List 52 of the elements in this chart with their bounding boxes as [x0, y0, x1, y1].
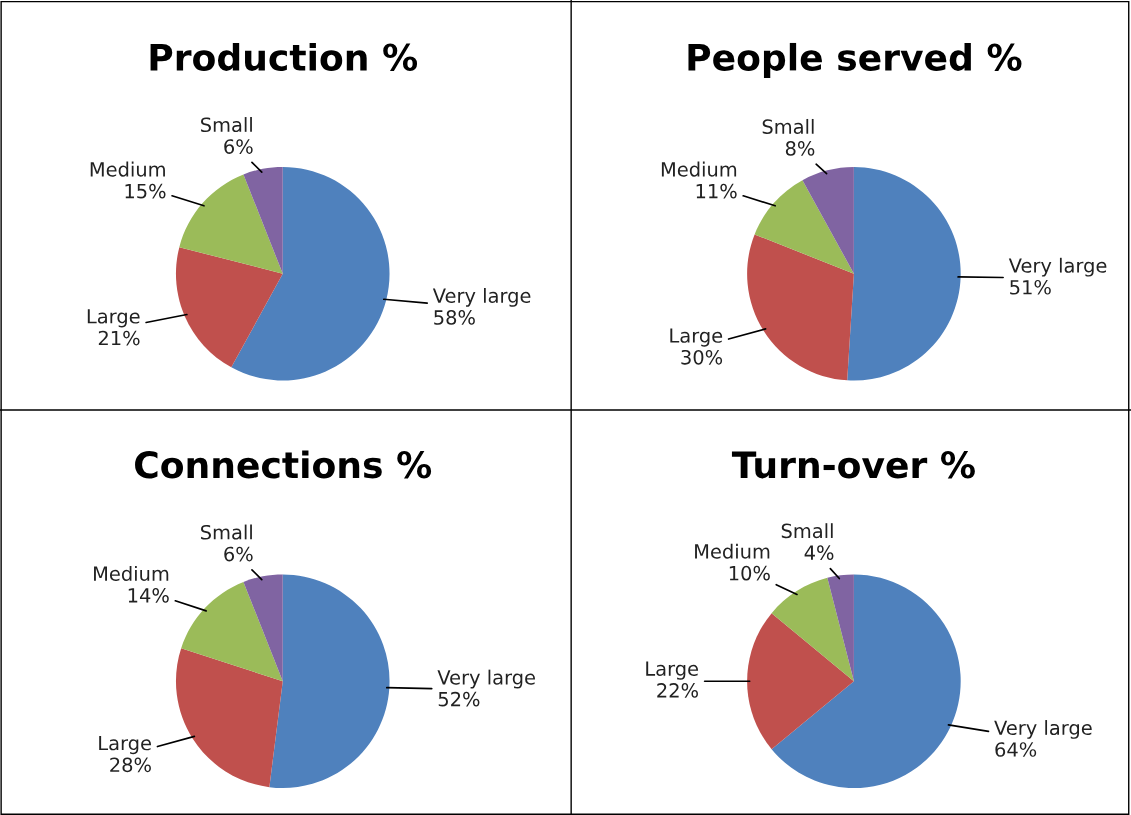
slice-label: Medium: [661, 161, 737, 177]
data-label: 51%: [1010, 279, 1051, 295]
slice-label: Very large: [432, 287, 531, 307]
pie-slice: [747, 234, 854, 381]
slice-label: Medium: [90, 161, 165, 177]
slice-label: Very large: [1008, 257, 1107, 277]
slice-label: Small: [781, 523, 833, 539]
slice-label: Large: [646, 661, 699, 680]
slice-label: Small: [201, 524, 252, 540]
chart-title: People served %: [688, 42, 1022, 78]
slice-label: Large: [87, 309, 140, 328]
pie-slice: [747, 613, 854, 750]
data-label: 64%: [995, 742, 1037, 757]
data-label: 10%: [729, 565, 770, 581]
chart-title: Production %: [150, 42, 418, 71]
pie-slice: [175, 648, 283, 788]
pie-slice: [179, 174, 283, 274]
pie-slice: [175, 247, 283, 368]
data-label: 28%: [110, 757, 151, 773]
data-label: 22%: [657, 683, 698, 698]
data-label: 14%: [128, 588, 169, 603]
data-label: 11%: [696, 183, 737, 199]
data-label: 58%: [434, 310, 475, 325]
slice-label: Medium: [695, 543, 770, 559]
chart-title: Connections %: [135, 450, 432, 479]
slice-label: Small: [762, 118, 814, 135]
pie-slice: [771, 577, 854, 682]
slice-label: Small: [201, 117, 252, 133]
pie-slice: [231, 166, 390, 381]
chart-title: Turn-over %: [731, 451, 975, 479]
slice-label: Medium: [94, 565, 169, 581]
data-label: 4%: [804, 545, 834, 561]
data-label: 30%: [681, 349, 723, 365]
data-label: 6%: [224, 546, 253, 562]
pie-slice: [847, 166, 961, 381]
pie-slice: [802, 166, 854, 274]
data-label: 15%: [125, 183, 166, 199]
pie-slice: [243, 166, 283, 274]
pie-slice: [243, 574, 283, 682]
data-label: 8%: [785, 141, 815, 156]
data-label: 21%: [98, 330, 140, 346]
slice-label: Very large: [994, 720, 1092, 739]
data-label: 52%: [438, 691, 480, 707]
pie-slice: [181, 581, 283, 682]
slice-label: Large: [670, 328, 723, 347]
pie-slice: [827, 574, 854, 682]
slice-label: Very large: [437, 669, 535, 689]
pie-slice: [269, 574, 390, 789]
slice-label: Large: [99, 735, 151, 755]
pie-slice: [771, 574, 961, 789]
pie-slice: [754, 180, 854, 274]
data-label: 6%: [224, 139, 253, 154]
